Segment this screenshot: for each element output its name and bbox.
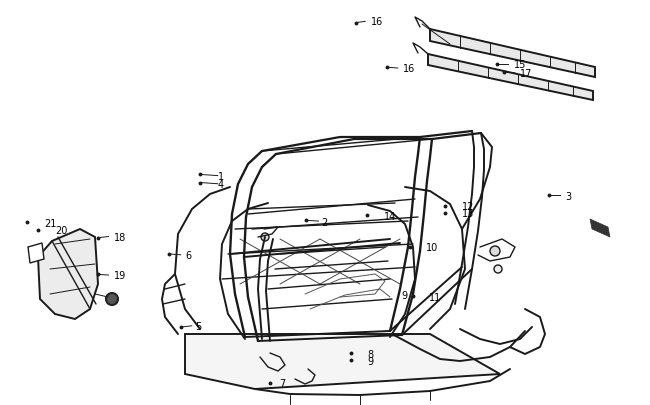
- Circle shape: [307, 376, 313, 382]
- Text: 13: 13: [462, 209, 474, 219]
- Text: 16: 16: [403, 64, 415, 74]
- Polygon shape: [38, 230, 98, 319]
- Circle shape: [261, 233, 269, 241]
- Text: 9: 9: [402, 291, 408, 301]
- Text: 14: 14: [384, 212, 396, 222]
- Text: 17: 17: [520, 69, 532, 79]
- Text: 19: 19: [114, 271, 126, 280]
- Polygon shape: [590, 220, 610, 237]
- Circle shape: [294, 371, 306, 383]
- Polygon shape: [28, 243, 44, 263]
- Polygon shape: [430, 30, 595, 78]
- Text: 20: 20: [55, 226, 68, 236]
- Circle shape: [447, 356, 453, 362]
- Text: 7: 7: [280, 378, 286, 388]
- Circle shape: [397, 366, 403, 372]
- Text: 11: 11: [429, 293, 441, 303]
- Text: 21: 21: [44, 219, 57, 228]
- Text: 2: 2: [322, 218, 328, 228]
- Text: 1: 1: [218, 171, 224, 181]
- Text: 4: 4: [218, 179, 224, 189]
- Text: 6: 6: [185, 250, 191, 260]
- Text: 3: 3: [566, 192, 571, 201]
- Text: 15: 15: [514, 60, 526, 70]
- Polygon shape: [185, 334, 500, 389]
- Text: 18: 18: [114, 232, 126, 242]
- Circle shape: [268, 358, 276, 366]
- Circle shape: [106, 293, 118, 305]
- Text: 5: 5: [195, 321, 202, 331]
- Text: 8: 8: [367, 350, 373, 359]
- Text: 12: 12: [462, 202, 474, 211]
- Circle shape: [490, 246, 500, 256]
- Circle shape: [494, 265, 502, 273]
- Text: 10: 10: [426, 242, 438, 252]
- Text: 9: 9: [367, 356, 373, 366]
- Polygon shape: [428, 55, 593, 101]
- Text: 16: 16: [370, 17, 383, 27]
